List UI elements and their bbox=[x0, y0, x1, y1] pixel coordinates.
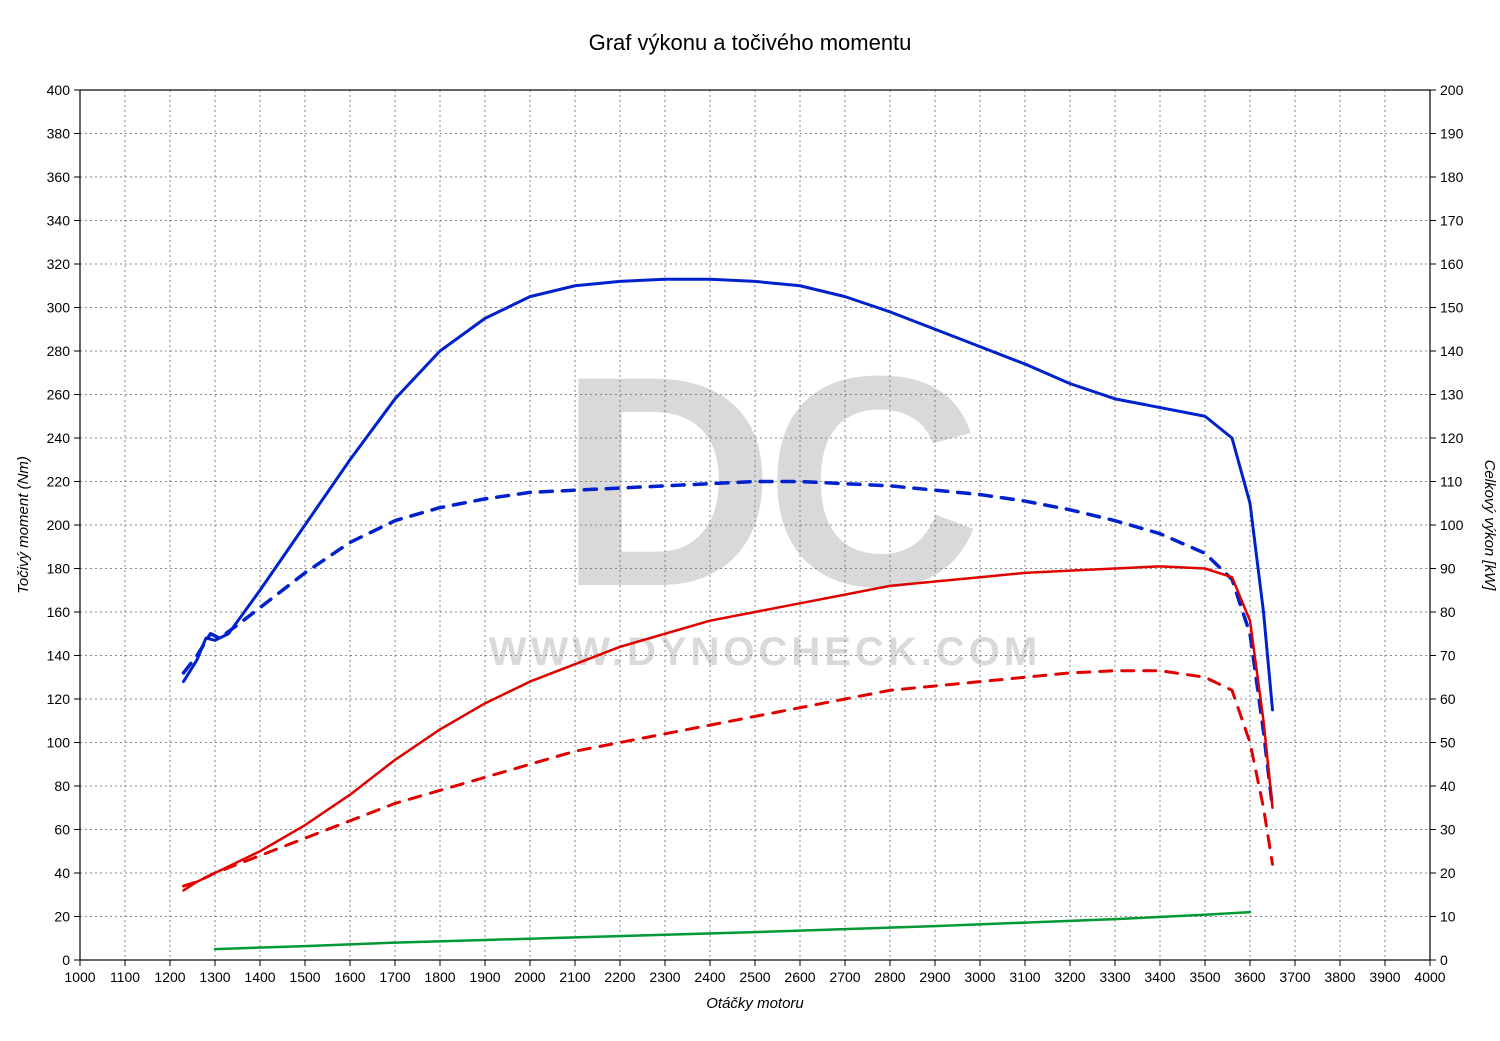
svg-text:140: 140 bbox=[47, 648, 71, 664]
svg-text:60: 60 bbox=[54, 822, 70, 838]
svg-text:2000: 2000 bbox=[514, 969, 545, 985]
svg-text:2600: 2600 bbox=[784, 969, 815, 985]
svg-text:400: 400 bbox=[47, 82, 71, 98]
svg-text:1500: 1500 bbox=[289, 969, 320, 985]
svg-text:2400: 2400 bbox=[694, 969, 725, 985]
svg-text:3200: 3200 bbox=[1054, 969, 1085, 985]
svg-text:200: 200 bbox=[47, 517, 71, 533]
svg-text:2100: 2100 bbox=[559, 969, 590, 985]
svg-text:1400: 1400 bbox=[244, 969, 275, 985]
svg-text:130: 130 bbox=[1440, 387, 1464, 403]
y-axis-left-label: Točivý moment (Nm) bbox=[15, 456, 32, 594]
svg-text:0: 0 bbox=[1440, 952, 1448, 968]
svg-text:1000: 1000 bbox=[64, 969, 95, 985]
svg-text:3900: 3900 bbox=[1369, 969, 1400, 985]
dyno-chart: Graf výkonu a točivého momentuDCWWW.DYNO… bbox=[0, 0, 1500, 1041]
svg-text:240: 240 bbox=[47, 430, 71, 446]
svg-text:2800: 2800 bbox=[874, 969, 905, 985]
svg-text:40: 40 bbox=[1440, 778, 1456, 794]
svg-text:100: 100 bbox=[1440, 517, 1464, 533]
svg-text:4000: 4000 bbox=[1414, 969, 1445, 985]
svg-text:200: 200 bbox=[1440, 82, 1464, 98]
svg-text:180: 180 bbox=[1440, 169, 1464, 185]
svg-text:1600: 1600 bbox=[334, 969, 365, 985]
svg-text:340: 340 bbox=[47, 213, 71, 229]
svg-text:380: 380 bbox=[47, 126, 71, 142]
svg-text:20: 20 bbox=[1440, 865, 1456, 881]
svg-text:2300: 2300 bbox=[649, 969, 680, 985]
x-axis-label: Otáčky motoru bbox=[706, 995, 804, 1012]
svg-text:320: 320 bbox=[47, 256, 71, 272]
y-axis-right-label: Celkový výkon [kW] bbox=[1481, 460, 1498, 592]
svg-text:360: 360 bbox=[47, 169, 71, 185]
svg-text:220: 220 bbox=[47, 474, 71, 490]
svg-text:300: 300 bbox=[47, 300, 71, 316]
svg-text:190: 190 bbox=[1440, 126, 1464, 142]
svg-text:120: 120 bbox=[47, 691, 71, 707]
svg-text:1200: 1200 bbox=[154, 969, 185, 985]
svg-text:90: 90 bbox=[1440, 561, 1456, 577]
svg-text:3700: 3700 bbox=[1279, 969, 1310, 985]
svg-text:0: 0 bbox=[62, 952, 70, 968]
svg-text:40: 40 bbox=[54, 865, 70, 881]
svg-text:2900: 2900 bbox=[919, 969, 950, 985]
svg-text:140: 140 bbox=[1440, 343, 1464, 359]
svg-text:3100: 3100 bbox=[1009, 969, 1040, 985]
svg-text:2700: 2700 bbox=[829, 969, 860, 985]
svg-text:120: 120 bbox=[1440, 430, 1464, 446]
svg-text:3400: 3400 bbox=[1144, 969, 1175, 985]
svg-text:10: 10 bbox=[1440, 909, 1456, 925]
svg-text:3800: 3800 bbox=[1324, 969, 1355, 985]
svg-text:80: 80 bbox=[54, 778, 70, 794]
chart-title: Graf výkonu a točivého momentu bbox=[589, 30, 912, 55]
svg-text:170: 170 bbox=[1440, 213, 1464, 229]
svg-text:80: 80 bbox=[1440, 604, 1456, 620]
svg-text:50: 50 bbox=[1440, 735, 1456, 751]
svg-text:1900: 1900 bbox=[469, 969, 500, 985]
svg-text:160: 160 bbox=[47, 604, 71, 620]
svg-text:20: 20 bbox=[54, 909, 70, 925]
svg-text:1800: 1800 bbox=[424, 969, 455, 985]
svg-text:1100: 1100 bbox=[110, 969, 140, 985]
svg-text:3500: 3500 bbox=[1189, 969, 1220, 985]
svg-text:100: 100 bbox=[47, 735, 71, 751]
svg-text:3000: 3000 bbox=[964, 969, 995, 985]
svg-text:150: 150 bbox=[1440, 300, 1464, 316]
svg-text:WWW.DYNOCHECK.COM: WWW.DYNOCHECK.COM bbox=[489, 630, 1041, 674]
svg-text:2500: 2500 bbox=[739, 969, 770, 985]
svg-text:60: 60 bbox=[1440, 691, 1456, 707]
svg-text:70: 70 bbox=[1440, 648, 1456, 664]
svg-text:30: 30 bbox=[1440, 822, 1456, 838]
svg-text:1700: 1700 bbox=[379, 969, 410, 985]
svg-text:260: 260 bbox=[47, 387, 71, 403]
chart-svg: Graf výkonu a točivého momentuDCWWW.DYNO… bbox=[0, 0, 1500, 1041]
svg-text:180: 180 bbox=[47, 561, 71, 577]
svg-text:2200: 2200 bbox=[604, 969, 635, 985]
svg-text:1300: 1300 bbox=[199, 969, 230, 985]
svg-text:160: 160 bbox=[1440, 256, 1464, 272]
svg-text:110: 110 bbox=[1440, 474, 1463, 490]
svg-text:3300: 3300 bbox=[1099, 969, 1130, 985]
svg-text:3600: 3600 bbox=[1234, 969, 1265, 985]
svg-text:280: 280 bbox=[47, 343, 71, 359]
